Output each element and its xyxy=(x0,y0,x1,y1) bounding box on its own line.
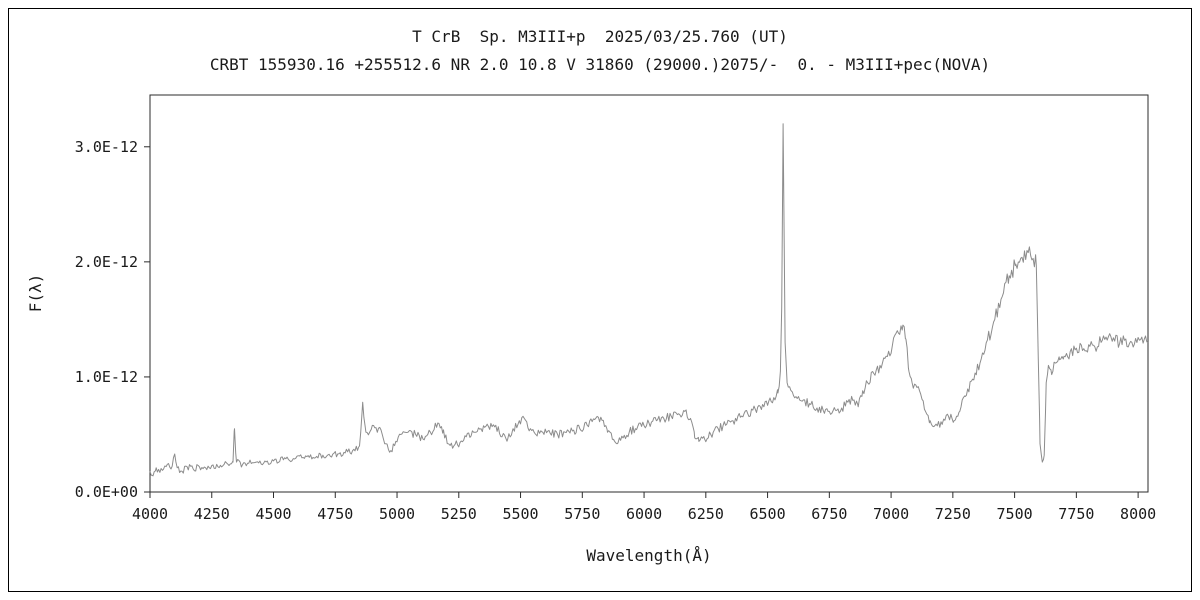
y-tick-label: 0.0E+00 xyxy=(75,483,138,501)
x-tick-label: 5750 xyxy=(564,505,600,523)
x-tick-label: 8000 xyxy=(1120,505,1156,523)
y-tick-label: 2.0E-12 xyxy=(75,253,138,271)
x-tick-label: 4250 xyxy=(194,505,230,523)
x-tick-label: 7000 xyxy=(873,505,909,523)
x-axis-label: Wavelength(Å) xyxy=(586,546,712,565)
x-tick-label: 4000 xyxy=(132,505,168,523)
x-tick-label: 5250 xyxy=(441,505,477,523)
y-tick-label: 3.0E-12 xyxy=(75,138,138,156)
x-tick-label: 7250 xyxy=(935,505,971,523)
chart-subtitle: CRBT 155930.16 +255512.6 NR 2.0 10.8 V 3… xyxy=(209,55,991,74)
page-border xyxy=(8,8,1192,592)
x-tick-label: 6750 xyxy=(811,505,847,523)
plot-frame xyxy=(149,94,1149,493)
y-tick-label: 1.0E-12 xyxy=(75,368,138,386)
x-tick-label: 6000 xyxy=(626,505,662,523)
x-tick-label: 5000 xyxy=(379,505,415,523)
x-tick-label: 5500 xyxy=(502,505,538,523)
x-tick-label: 7500 xyxy=(997,505,1033,523)
x-tick-label: 4500 xyxy=(255,505,291,523)
x-tick-label: 6500 xyxy=(750,505,786,523)
x-tick-label: 6250 xyxy=(688,505,724,523)
chart-title: T CrB Sp. M3III+p 2025/03/25.760 (UT) xyxy=(412,27,788,46)
x-tick-label: 4750 xyxy=(317,505,353,523)
spectrum-line xyxy=(149,123,1149,477)
x-tick-label: 7750 xyxy=(1058,505,1094,523)
